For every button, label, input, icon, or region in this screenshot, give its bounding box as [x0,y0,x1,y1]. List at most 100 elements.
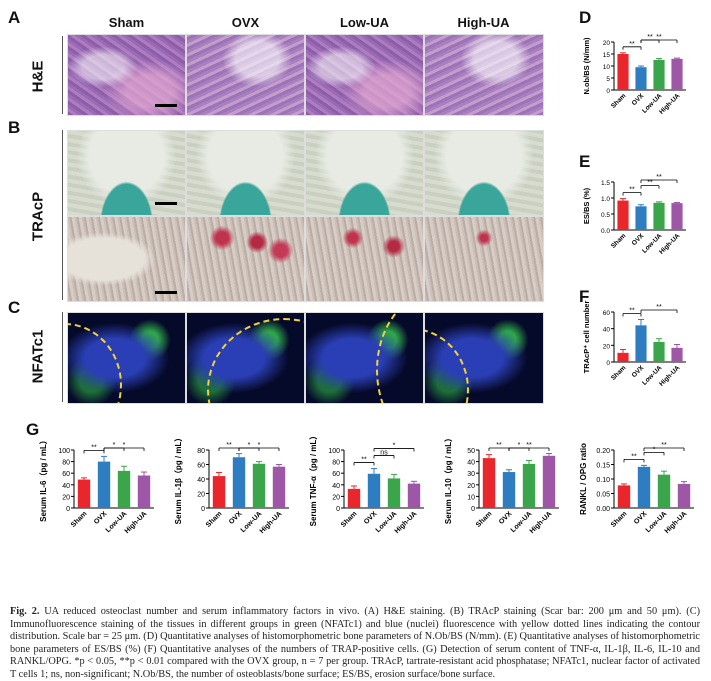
significance-label: ** [656,174,662,181]
bar-sham [617,352,629,362]
y-tick-label: 0 [471,506,475,513]
x-tick-label: High-UA [124,510,149,535]
y-tick-label: 5 [606,76,610,83]
contour-line [376,313,423,403]
y-tick-label: 40 [197,477,205,484]
chart-g-rankl-opg: 0.00 0.05 0.10 0.15 0.20 RANKL / OPG ratio Sha… [579,442,694,535]
scale-bar-he [155,104,177,107]
row-label-he: H&E [29,60,47,93]
caption-lead: Fig. 2. [10,606,40,617]
significance-label: ns [380,450,388,457]
y-axis-label: N.ob/BS (N/mm) [582,37,591,95]
y-axis-label: Serum TNF-α（pg / mL） [308,436,318,526]
bar-high-ua [137,475,151,508]
y-tick-label: 10 [467,494,475,501]
y-tick-label: 1.0 [601,196,610,203]
y-tick-label: 40 [603,327,611,334]
trap-high-mag-low-ua [305,216,424,302]
column-header-low-ua: Low-UA [339,15,390,30]
significance-label: * [123,442,126,449]
nfat-image-high-ua [424,312,544,404]
bar-low-ua [657,474,671,508]
y-tick-label: 30 [467,471,475,478]
bar-low-ua [522,463,536,508]
trap-low-mag-high-ua [424,130,544,216]
y-tick-label: 40 [332,483,340,490]
nfat-image-sham [67,312,186,404]
x-tick-label: Sham [340,510,358,528]
significance-label: * [653,446,656,453]
y-tick-label: 0.15 [596,463,610,470]
bar-sham [347,488,361,508]
bar-sham [482,458,496,508]
x-tick-label: OVX [633,510,649,526]
significance-label: ** [656,304,662,311]
contour-line [207,318,304,403]
significance-label: ** [647,34,653,41]
y-tick-label: 80 [62,460,70,467]
x-tick-label: Sham [475,510,493,528]
he-image-low-ua [305,34,424,116]
x-tick-label: Sham [610,232,628,250]
bar-low-ua [653,342,665,362]
bar-ovx [502,472,516,508]
y-axis-label: Serum IL-10（pg / mL） [443,436,453,524]
y-axis-label: RANKL / OPG ratio [579,443,588,515]
y-tick-label: 10 [603,64,611,71]
x-tick-label: Sham [70,510,88,528]
y-tick-label: 0.20 [596,448,610,455]
bar-high-ua [671,347,683,362]
column-header-high-ua: High-UA [457,15,510,30]
bar-ovx [635,206,647,230]
bar-ovx [97,461,111,508]
bar-high-ua [542,455,556,508]
bar-sham [617,485,631,508]
row-divider-trap [62,130,63,300]
bar-ovx [635,67,647,90]
y-tick-label: 80 [332,460,340,467]
y-tick-label: 0.5 [601,212,610,219]
he-image-high-ua [424,34,544,116]
trap-low-mag-low-ua [305,130,424,216]
significance-label: * [113,442,116,449]
x-tick-label: OVX [498,510,514,526]
panel-label-f: F [579,287,590,306]
y-tick-label: 0.0 [601,228,610,235]
y-tick-label: 20 [62,494,70,501]
bar-sham [212,476,226,508]
y-tick-label: 60 [603,310,611,317]
x-tick-label: High-UA [259,510,284,535]
row-divider-nfat [62,312,63,402]
y-tick-label: 1.5 [601,180,610,187]
significance-label: ** [526,442,532,449]
row-label-trap: TRAcP [29,191,47,242]
significance-label: ** [496,442,502,449]
he-image-sham [67,34,186,116]
panel-label-b: B [8,118,21,137]
contour-line [425,328,469,403]
y-tick-label: 100 [58,448,70,455]
y-tick-label: 50 [467,448,475,455]
chart-e: 0.00.51.01.5ES/BS (%)Sham OVXLow-UAHigh-U… [582,174,686,256]
y-tick-label: 0 [66,506,70,513]
significance-label: * [518,442,521,449]
column-header-ovx: OVX [231,15,260,30]
significance-label: * [258,442,261,449]
x-tick-label: Sham [610,510,628,528]
y-tick-label: 20 [332,494,340,501]
significance-label: ** [91,444,97,451]
y-tick-label: 60 [332,471,340,478]
x-tick-label: High-UA [529,510,554,535]
y-tick-label: 0 [606,360,610,367]
panel-label-c: C [8,298,21,317]
significance-label: ** [226,442,232,449]
bar-low-ua [117,470,131,508]
significance-label: ** [629,187,635,194]
trap-high-mag-high-ua [424,216,544,302]
y-tick-label: 20 [603,343,611,350]
y-axis-label: Serum IL-1β（pg / mL） [173,436,183,524]
bar-low-ua [387,478,401,508]
trap-low-mag-sham [67,130,186,216]
